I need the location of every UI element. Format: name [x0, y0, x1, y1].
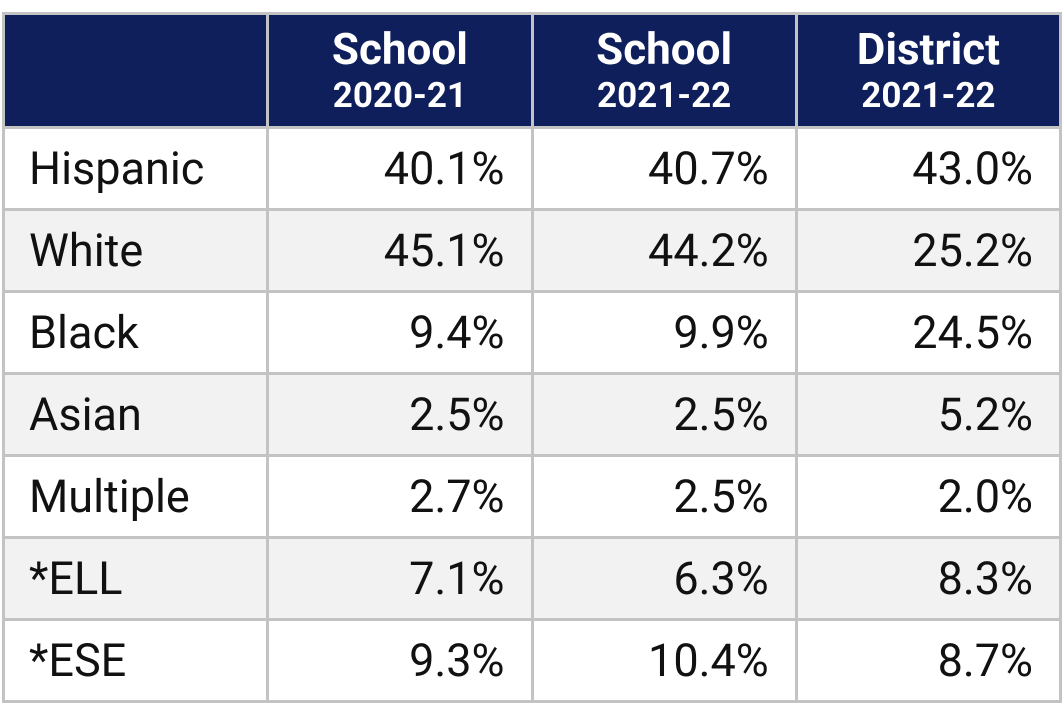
header-title: School: [596, 23, 733, 76]
cell-value: 25.2%: [794, 208, 1063, 293]
row-label: *ESE: [1, 618, 270, 703]
table-row: Black 9.4% 9.9% 24.5%: [1, 290, 1063, 375]
table-row: *ELL 7.1% 6.3% 8.3%: [1, 536, 1063, 621]
cell-value: 45.1%: [266, 208, 534, 293]
cell-value: 8.7%: [794, 618, 1063, 703]
header-year: 2021-22: [861, 75, 996, 117]
cell-value: 8.3%: [794, 536, 1063, 621]
table-row: Hispanic 40.1% 40.7% 43.0%: [1, 126, 1063, 211]
row-label: White: [1, 208, 270, 293]
row-label: *ELL: [1, 536, 270, 621]
table-row: *ESE 9.3% 10.4% 8.7%: [1, 618, 1063, 703]
cell-value: 40.7%: [530, 126, 798, 211]
table-row: Asian 2.5% 2.5% 5.2%: [1, 372, 1063, 457]
row-label: Hispanic: [1, 126, 270, 211]
header-title: School: [331, 23, 468, 76]
table-row: Multiple 2.7% 2.5% 2.0%: [1, 454, 1063, 539]
cell-value: 2.5%: [530, 372, 798, 457]
header-cell: School 2021-22: [530, 12, 798, 129]
header-corner: [1, 12, 270, 129]
cell-value: 24.5%: [794, 290, 1063, 375]
cell-value: 9.3%: [266, 618, 534, 703]
cell-value: 6.3%: [530, 536, 798, 621]
header-cell: School 2020-21: [266, 12, 534, 129]
cell-value: 9.9%: [530, 290, 798, 375]
cell-value: 40.1%: [266, 126, 534, 211]
cell-value: 2.0%: [794, 454, 1063, 539]
cell-value: 43.0%: [794, 126, 1063, 211]
cell-value: 5.2%: [794, 372, 1063, 457]
table-body: Hispanic 40.1% 40.7% 43.0% White 45.1% 44.2% 25…: [1, 126, 1063, 703]
cell-value: 44.2%: [530, 208, 798, 293]
row-label: Multiple: [1, 454, 270, 539]
table-row: White 45.1% 44.2% 25.2%: [1, 208, 1063, 293]
row-label: Asian: [1, 372, 270, 457]
cell-value: 10.4%: [530, 618, 798, 703]
header-year: 2021-22: [596, 75, 732, 117]
cell-value: 2.5%: [530, 454, 798, 539]
cell-value: 7.1%: [266, 536, 534, 621]
table-head: School 2020-21 School 2021-22 District 2021-2…: [1, 12, 1063, 129]
row-label: Black: [1, 290, 270, 375]
header-cell: District 2021-22: [794, 12, 1063, 129]
header-row: School 2020-21 School 2021-22 District 2021-2…: [1, 12, 1063, 129]
header-title: District: [856, 23, 1001, 76]
cell-value: 2.5%: [266, 372, 534, 457]
cell-value: 2.7%: [266, 454, 534, 539]
data-table: School 2020-21 School 2021-22 District 2021-2…: [1, 12, 1063, 703]
header-year: 2020-21: [332, 75, 468, 117]
cell-value: 9.4%: [266, 290, 534, 375]
